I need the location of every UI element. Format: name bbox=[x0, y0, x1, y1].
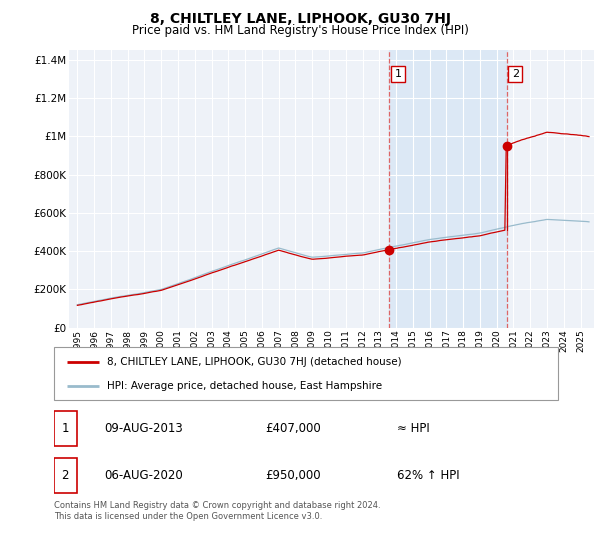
Text: 1: 1 bbox=[62, 422, 69, 436]
Text: 62% ↑ HPI: 62% ↑ HPI bbox=[397, 469, 460, 482]
Text: £950,000: £950,000 bbox=[266, 469, 322, 482]
Text: £407,000: £407,000 bbox=[266, 422, 322, 436]
FancyBboxPatch shape bbox=[54, 347, 558, 400]
Text: 09-AUG-2013: 09-AUG-2013 bbox=[104, 422, 183, 436]
Text: 8, CHILTLEY LANE, LIPHOOK, GU30 7HJ (detached house): 8, CHILTLEY LANE, LIPHOOK, GU30 7HJ (det… bbox=[107, 357, 401, 367]
Text: ≈ HPI: ≈ HPI bbox=[397, 422, 430, 436]
Text: 2: 2 bbox=[62, 469, 69, 482]
Text: HPI: Average price, detached house, East Hampshire: HPI: Average price, detached house, East… bbox=[107, 381, 382, 391]
FancyBboxPatch shape bbox=[54, 412, 77, 446]
FancyBboxPatch shape bbox=[54, 458, 77, 493]
Text: Contains HM Land Registry data © Crown copyright and database right 2024.
This d: Contains HM Land Registry data © Crown c… bbox=[54, 501, 380, 521]
Text: 2: 2 bbox=[512, 69, 519, 79]
Bar bbox=[389, 50, 507, 328]
Text: 06-AUG-2020: 06-AUG-2020 bbox=[104, 469, 183, 482]
Text: 8, CHILTLEY LANE, LIPHOOK, GU30 7HJ: 8, CHILTLEY LANE, LIPHOOK, GU30 7HJ bbox=[149, 12, 451, 26]
Text: Price paid vs. HM Land Registry's House Price Index (HPI): Price paid vs. HM Land Registry's House … bbox=[131, 24, 469, 37]
Text: 1: 1 bbox=[394, 69, 401, 79]
